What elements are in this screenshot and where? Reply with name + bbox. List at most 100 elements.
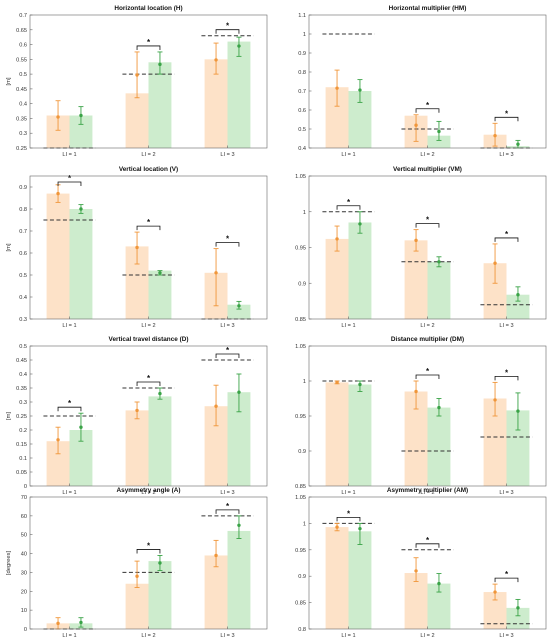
chart-2-sig-label-c2: * bbox=[426, 101, 430, 110]
chart-1-ytick-label-6: 0.5 bbox=[19, 72, 27, 78]
chart-6-xtick-label-3: LI = 3 bbox=[499, 490, 513, 496]
chart-6-ytick-label-2: 0.9 bbox=[298, 449, 306, 455]
chart-3-bar-s2-c1 bbox=[69, 209, 93, 319]
chart-7-ytick-label-3: 20 bbox=[21, 589, 27, 595]
chart-8-ytick-label-1: 0.8 bbox=[298, 627, 306, 633]
chart-1-sig-label-c2: * bbox=[147, 38, 151, 47]
chart-6-bar-s1-c1 bbox=[325, 382, 349, 486]
chart-8-point-s1-c1 bbox=[335, 525, 339, 529]
chart-2-point-s2-c1 bbox=[358, 88, 362, 92]
chart-3-ytick-label-4: 0.6 bbox=[19, 251, 27, 257]
chart-5-point-s1-c1 bbox=[56, 438, 60, 442]
chart-6-sig-bracket-c2 bbox=[415, 374, 440, 379]
chart-4-bar-s2-c3 bbox=[506, 294, 530, 319]
chart-1-ytick-label-10: 0.7 bbox=[19, 13, 27, 19]
chart-8-bar-s1-c2 bbox=[404, 573, 428, 629]
chart-5-bar-s1-c3 bbox=[204, 406, 228, 486]
chart-6-point-s2-c2 bbox=[437, 405, 441, 410]
chart-4-bar-s1-c1 bbox=[325, 238, 349, 319]
chart-6-ytick-label-3: 0.95 bbox=[295, 414, 306, 420]
chart-2-ytick-label-3: 0.6 bbox=[298, 108, 306, 114]
chart-3-xtick-label-1: LI = 1 bbox=[62, 323, 76, 329]
chart-1-ytick-label-7: 0.55 bbox=[16, 57, 27, 63]
chart-7-title: Asymmetry angle (A) bbox=[117, 487, 181, 494]
chart-4-point-s2-c3 bbox=[516, 292, 520, 297]
chart-7-bar-s2-c3 bbox=[227, 530, 251, 629]
chart-3-xtick-label-2: LI = 2 bbox=[141, 323, 155, 329]
chart-7-xtick-label-2: LI = 2 bbox=[141, 633, 155, 638]
chart-2-ytick-label-8: 1.1 bbox=[298, 13, 306, 19]
chart-4-point-s2-c1 bbox=[358, 222, 362, 226]
chart-6-bar-s2-c3 bbox=[506, 410, 530, 486]
chart-5-xtick-label-2: LI = 2 bbox=[141, 490, 155, 496]
chart-7-point-s1-c1 bbox=[56, 621, 60, 626]
chart-7-bar-s1-c3 bbox=[204, 555, 228, 629]
chart-5-ytick-label-4: 0.15 bbox=[16, 442, 27, 448]
chart-7-ytick-label-4: 30 bbox=[21, 570, 27, 576]
chart-5-title: Vertical travel distance (D) bbox=[109, 336, 189, 343]
chart-7-point-s2-c2 bbox=[158, 561, 162, 565]
chart-4-ytick-label-5: 1.05 bbox=[295, 174, 306, 180]
chart-8-xtick-label-1: LI = 1 bbox=[341, 633, 355, 638]
chart-4-ytick-label-3: 0.95 bbox=[295, 246, 306, 252]
chart-3-bar-s2-c2 bbox=[148, 270, 172, 319]
chart-3-point-s1-c3 bbox=[214, 271, 218, 275]
chart-5-point-s1-c2 bbox=[135, 408, 139, 413]
chart-6: Distance multiplier (DM) * * 0.85 0.9 0.95 1 1.… bbox=[295, 336, 547, 496]
chart-1-ytick-label-2: 0.3 bbox=[19, 131, 27, 137]
chart-4-point-s1-c2 bbox=[414, 238, 418, 243]
chart-1-ytick-label-9: 0.65 bbox=[16, 28, 27, 34]
chart-3-ytick-label-2: 0.4 bbox=[19, 295, 27, 301]
chart-5-sig-bracket-c1 bbox=[57, 406, 82, 412]
chart-6-xtick-label-1: LI = 1 bbox=[341, 490, 355, 496]
chart-2: Horizontal multiplier (HM) * * 0.4 0.5 0.6 0.7… bbox=[298, 5, 547, 158]
chart-6-sig-bracket-c3 bbox=[494, 376, 519, 381]
chart-1-point-s2-c1 bbox=[79, 113, 83, 118]
chart-8-bar-s1-c3 bbox=[483, 592, 507, 629]
chart-5-ytick-label-8: 0.35 bbox=[16, 386, 27, 392]
chart-2-ytick-label-5: 0.8 bbox=[298, 70, 306, 76]
chart-8-ytick-label-3: 0.9 bbox=[298, 574, 306, 580]
chart-5-xtick-label-1: LI = 1 bbox=[62, 490, 76, 496]
chart-8-bar-s2-c1 bbox=[348, 531, 372, 629]
chart-8-ytick-label-2: 0.85 bbox=[295, 601, 306, 607]
chart-5-bar-s2-c1 bbox=[69, 430, 93, 486]
chart-5-ytick-label-3: 0.1 bbox=[19, 456, 27, 462]
chart-4-point-s2-c2 bbox=[437, 260, 441, 264]
chart-4-sig-bracket-c2 bbox=[415, 223, 440, 228]
chart-1-ylabel: [m] bbox=[6, 77, 12, 85]
chart-3-point-s2-c3 bbox=[237, 304, 241, 308]
chart-6-sig-label-c2: * bbox=[426, 367, 430, 376]
chart-1-bar-s2-c3 bbox=[227, 41, 251, 148]
chart-1-ytick-label-8: 0.6 bbox=[19, 43, 27, 49]
chart-3-sig-label-c1: * bbox=[68, 174, 72, 183]
chart-5-ytick-label-9: 0.4 bbox=[19, 372, 27, 378]
chart-1-ytick-label-4: 0.4 bbox=[19, 102, 27, 108]
chart-7-ylabel: [degrees] bbox=[6, 551, 12, 576]
chart-2-point-s2-c2 bbox=[437, 129, 441, 134]
chart-5-ylabel: [m] bbox=[6, 412, 12, 420]
chart-6-point-s2-c1 bbox=[358, 382, 362, 387]
chart-5-bar-s1-c1 bbox=[46, 441, 70, 486]
chart-4-sig-bracket-c3 bbox=[494, 237, 519, 242]
chart-1-point-s2-c2 bbox=[158, 62, 162, 67]
chart-5-bar-s2-c2 bbox=[148, 396, 172, 486]
chart-4-sig-label-c3: * bbox=[505, 230, 509, 239]
chart-5-point-s2-c1 bbox=[79, 425, 83, 429]
chart-1-point-s1-c2 bbox=[135, 73, 139, 77]
chart-4-sig-label-c1: * bbox=[347, 198, 351, 207]
chart-6-point-s1-c3 bbox=[493, 398, 497, 402]
chart-7-sig-bracket-c2 bbox=[136, 549, 161, 554]
chart-5-ytick-label-1: 0 bbox=[24, 484, 27, 490]
chart-4-bar-s1-c2 bbox=[404, 240, 428, 319]
chart-7-sig-label-c2: * bbox=[147, 541, 151, 550]
chart-1-point-s1-c3 bbox=[214, 58, 218, 62]
chart-8-bar-s2-c3 bbox=[506, 607, 530, 629]
chart-3-point-s2-c2 bbox=[158, 271, 162, 275]
chart-4-ytick-label-4: 1 bbox=[303, 210, 306, 216]
chart-2-sig-label-c3: * bbox=[505, 109, 509, 118]
chart-2-xtick-label-2: LI = 2 bbox=[420, 152, 434, 158]
chart-3-sig-label-c3: * bbox=[226, 235, 230, 244]
chart-3-sig-bracket-c1 bbox=[57, 181, 82, 186]
chart-7-ytick-label-5: 40 bbox=[21, 552, 27, 558]
